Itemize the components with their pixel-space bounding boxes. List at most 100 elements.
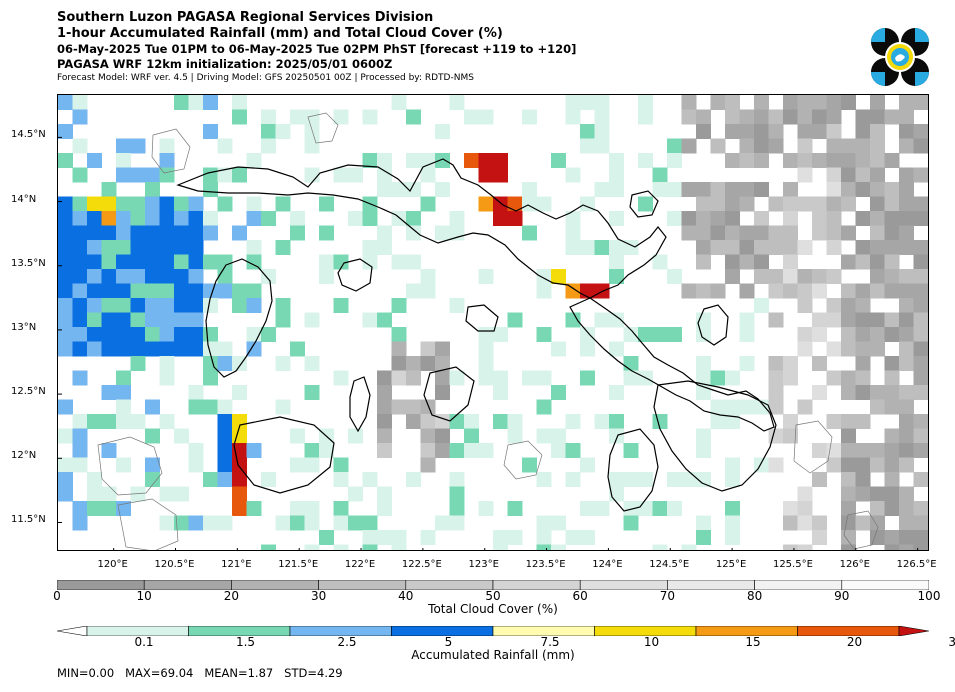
grid-cell (667, 327, 682, 342)
grid-cell (203, 399, 218, 415)
grid-cell (594, 312, 610, 328)
grid-cell (246, 153, 262, 168)
grid-cell (913, 211, 928, 226)
grid-cell (507, 211, 523, 226)
grid-cell (159, 153, 175, 168)
grid-cell (101, 254, 117, 270)
grid-cell (710, 240, 726, 255)
grid-cell (913, 515, 928, 531)
longitude-label: 124°E (592, 559, 623, 570)
grid-cell (391, 370, 407, 386)
grid-cell (913, 327, 928, 342)
grid-cell (435, 182, 450, 197)
grid-cell (913, 501, 928, 516)
grid-cell (58, 240, 73, 255)
grid-cell (841, 167, 856, 183)
grid-cell (58, 254, 73, 270)
grid-cell (913, 269, 928, 284)
grid-cell (783, 544, 798, 550)
grid-cell (609, 414, 624, 429)
grid-cell (652, 414, 668, 429)
grid-cell (333, 167, 349, 183)
grid-cell (261, 138, 276, 154)
grid-cell (203, 327, 218, 342)
grid-cell (188, 399, 204, 415)
grid-cell (928, 139, 929, 154)
grid-cell (710, 211, 726, 226)
grid-cell (435, 443, 450, 458)
grid-cell (739, 312, 755, 328)
grid-cell (87, 414, 102, 429)
grid-cell (72, 428, 88, 444)
grid-cell (899, 138, 914, 154)
grid-cell (406, 153, 421, 168)
grid-cell (667, 472, 682, 487)
grid-cell (870, 196, 885, 212)
grid-cell (159, 414, 175, 429)
grid-cell (217, 472, 233, 487)
grid-cell (667, 153, 682, 168)
grid-cell (768, 399, 784, 415)
grid-cell (870, 530, 885, 545)
grid-cell (304, 501, 320, 516)
grid-cell (913, 167, 928, 183)
grid-cell (348, 428, 363, 444)
grid-cell (159, 341, 175, 357)
grid-cell (841, 544, 856, 550)
grid-cell (928, 240, 929, 255)
grid-cell (812, 312, 827, 328)
grid-cell (116, 370, 131, 386)
grid-cell (217, 399, 233, 415)
grid-cell (580, 138, 595, 154)
grid-cell (304, 312, 320, 328)
coastlines (176, 158, 777, 512)
grid-cell (391, 356, 407, 371)
grid-cell (435, 225, 450, 241)
grid-cell (884, 312, 900, 328)
grid-cell (130, 356, 146, 371)
grid-cell (855, 109, 871, 125)
grid-cell (710, 196, 726, 212)
grid-cell (232, 472, 247, 487)
rain-colorbar-tick: 20 (846, 635, 863, 649)
grid-cell (72, 443, 88, 458)
grid-cell (754, 269, 769, 284)
grid-cell (87, 298, 102, 313)
grid-cell (348, 486, 363, 502)
grid-cell (188, 269, 204, 284)
grid-cell (667, 269, 682, 284)
grid-cell (739, 182, 755, 197)
grid-cell (551, 269, 566, 284)
grid-cell (217, 341, 233, 357)
grid-cell (841, 182, 856, 197)
grid-cell (449, 370, 465, 386)
longitude-label: 125.5°E (772, 559, 813, 570)
grid-cell (725, 530, 740, 545)
grid-cell (623, 501, 639, 516)
grid-cell (217, 457, 233, 473)
grid-cell (377, 385, 392, 400)
grid-cell (217, 428, 233, 444)
grid-cell (406, 370, 421, 386)
grid-cell (116, 414, 131, 429)
grid-cell (884, 370, 900, 386)
grid-cell (681, 109, 697, 125)
grid-cell (116, 341, 131, 357)
grid-cell (174, 254, 189, 270)
grid-cell (420, 341, 436, 357)
grid-cell (638, 95, 653, 110)
grid-cell (551, 443, 566, 458)
grid-cell (884, 254, 900, 270)
grid-cell (638, 472, 653, 487)
grid-cell (884, 240, 900, 255)
grid-cell (855, 211, 871, 226)
grid-cell (725, 240, 740, 255)
grid-cell (304, 515, 320, 531)
grid-cell (87, 269, 102, 284)
grid-cell (870, 457, 885, 473)
grid-cell (145, 457, 160, 473)
grid-cell (522, 182, 537, 197)
grid-cell (899, 457, 914, 473)
grid-cell (72, 298, 88, 313)
grid-cell (739, 109, 755, 125)
